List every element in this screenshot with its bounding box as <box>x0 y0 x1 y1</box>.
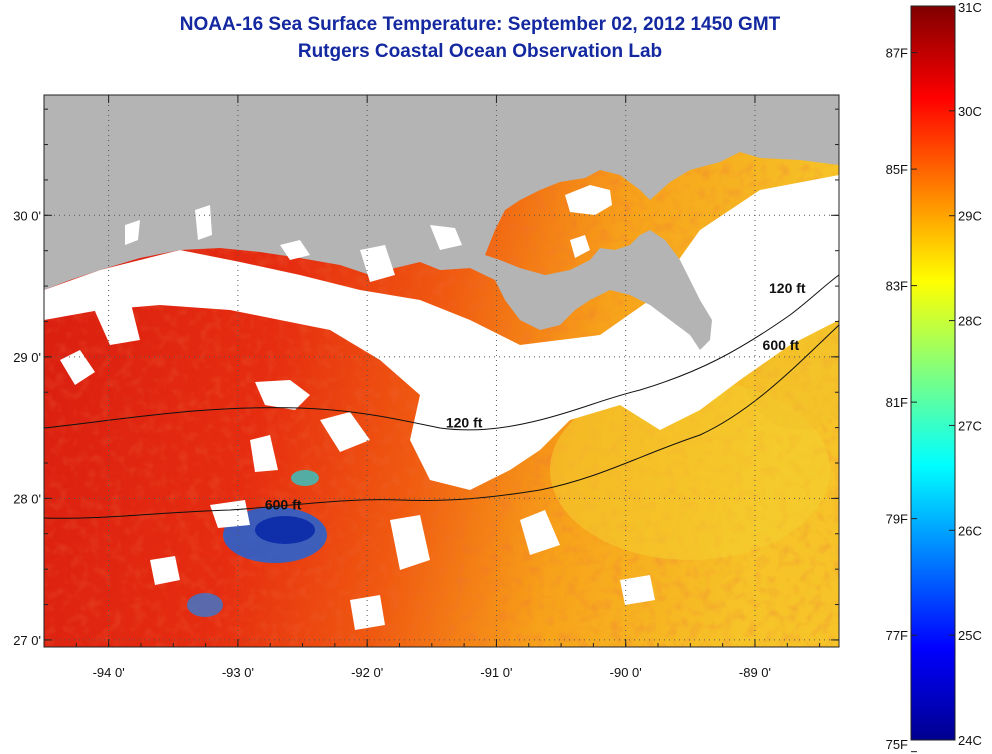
map-title: NOAA-16 Sea Surface Temperature: Septemb… <box>179 14 781 35</box>
fahrenheit-label: 75F <box>886 737 908 752</box>
celsius-label: 27C <box>958 418 982 433</box>
celsius-label: 30C <box>958 104 982 119</box>
map-subtitle: Rutgers Coastal Ocean Observation Lab <box>297 41 663 62</box>
map-axis-ticks: -94 0' -93 0' -92 0' -91 0' -90 0' -89 0' 27 0… <box>13 95 839 680</box>
fahrenheit-label: 77F <box>886 628 908 643</box>
lat-tick-label: 29 0' <box>13 350 41 365</box>
lon-tick-label: -91 0' <box>480 665 512 680</box>
contour-label: 600 ft <box>763 337 800 353</box>
fahrenheit-label: 79F <box>886 512 908 527</box>
contour-labels: 120 ft 600 ft 120 ft 600 ft <box>265 280 806 513</box>
lat-tick-label: 30 0' <box>13 208 41 223</box>
map-frame <box>43 94 840 648</box>
celsius-label: 31C <box>958 0 982 15</box>
celsius-label: 25C <box>958 628 982 643</box>
celsius-label: 24C <box>958 733 982 748</box>
lon-tick-label: -89 0' <box>739 665 771 680</box>
lon-tick-label: -94 0' <box>93 665 125 680</box>
lon-tick-label: -90 0' <box>610 665 642 680</box>
lon-tick-label: -92 0' <box>351 665 383 680</box>
contour-label: 120 ft <box>769 280 806 296</box>
colorbar-gradient <box>910 5 956 741</box>
lat-tick-label: 28 0' <box>13 491 41 506</box>
fahrenheit-label: 83F <box>886 279 908 294</box>
lat-tick-label: 27 0' <box>13 633 41 648</box>
contour-120ft <box>43 274 840 431</box>
celsius-label: 26C <box>958 523 982 538</box>
celsius-label: 28C <box>958 314 982 329</box>
colorbar-ticks: 31C 30C 29C 28C 27C 26C 25C 24C 87F 85F 83F 81F 79F 7… <box>886 0 982 753</box>
contour-label: 600 ft <box>265 497 302 513</box>
cloud-mask-coastal <box>44 175 839 490</box>
land-mass <box>44 95 839 290</box>
lon-tick-label: -93 0' <box>222 665 254 680</box>
fahrenheit-label: 81F <box>886 395 908 410</box>
map-plot-area <box>44 95 839 647</box>
fahrenheit-label: 85F <box>886 162 908 177</box>
celsius-label: 29C <box>958 209 982 224</box>
fahrenheit-label: 87F <box>886 46 908 61</box>
contour-label: 120 ft <box>446 415 483 431</box>
